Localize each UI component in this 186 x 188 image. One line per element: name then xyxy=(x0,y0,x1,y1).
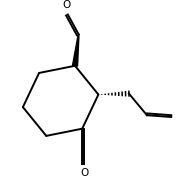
Polygon shape xyxy=(73,34,79,66)
Text: O: O xyxy=(62,0,70,10)
Text: O: O xyxy=(80,168,88,178)
